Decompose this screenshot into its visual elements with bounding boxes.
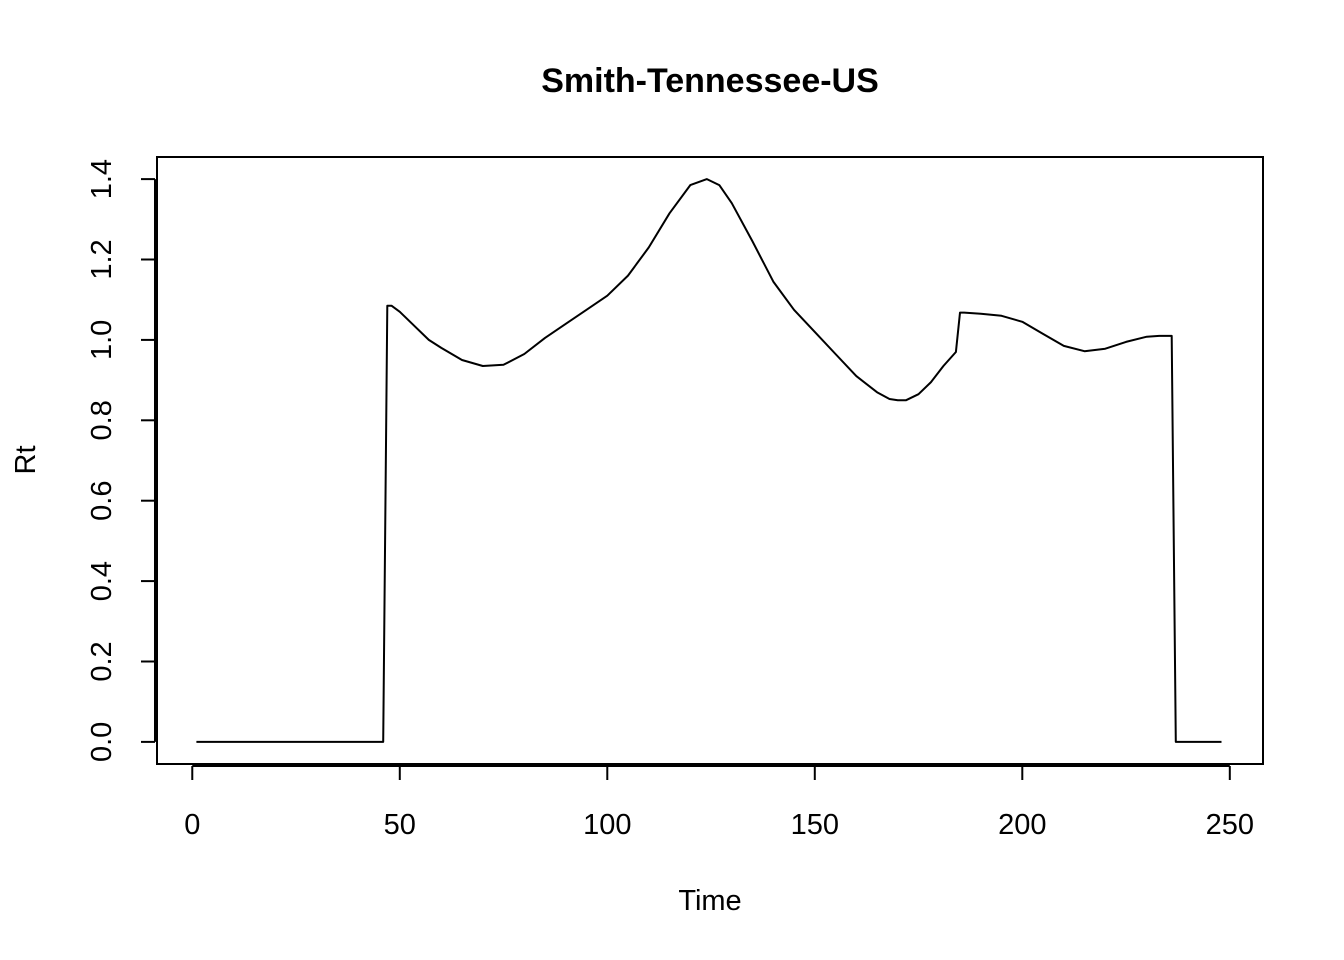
- x-axis: 0 50 100 150 200 250: [184, 765, 1254, 841]
- y-tick-label: 0.2: [86, 641, 118, 681]
- x-tick-label: 50: [384, 809, 416, 841]
- y-axis-label: Rt: [10, 446, 42, 475]
- x-tick-label: 0: [184, 809, 200, 841]
- rt-series-line: [196, 178, 1222, 743]
- y-tick-label: 1.2: [86, 239, 118, 279]
- plot-frame: [156, 156, 1264, 765]
- x-axis-label: Time: [678, 885, 741, 917]
- y-tick-label: 0.0: [86, 722, 118, 762]
- x-tick-label: 150: [791, 809, 839, 841]
- y-tick-label: 0.4: [86, 561, 118, 601]
- x-tick-label: 100: [583, 809, 631, 841]
- y-tick-label: 1.4: [86, 159, 118, 199]
- y-axis: 0.0 0.2 0.4 0.6 0.8 1.0 1.2 1.4: [86, 159, 156, 762]
- y-tick-label: 1.0: [86, 320, 118, 360]
- chart-title: Smith-Tennessee-US: [541, 62, 879, 100]
- x-tick-label: 250: [1206, 809, 1254, 841]
- y-tick-label: 0.6: [86, 481, 118, 521]
- y-tick-label: 0.8: [86, 400, 118, 440]
- x-tick-label: 200: [998, 809, 1046, 841]
